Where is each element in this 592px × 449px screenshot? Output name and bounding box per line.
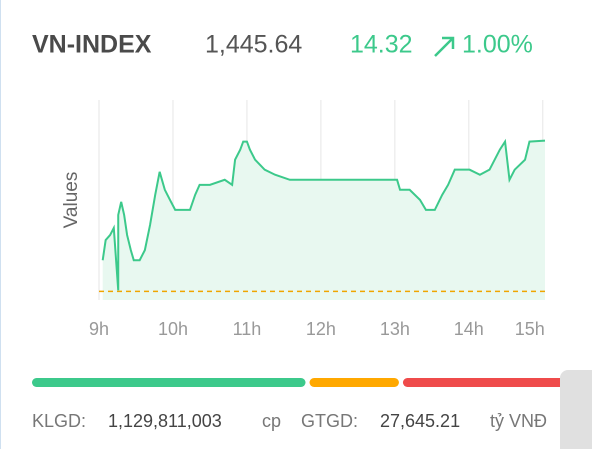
x-tick-label: 14h	[454, 319, 484, 339]
volume-label: KLGD:	[32, 411, 86, 431]
x-tick-label: 13h	[380, 319, 410, 339]
x-tick-label: 15h	[515, 319, 545, 339]
value-unit: tỷ VNĐ	[490, 411, 547, 431]
price-line	[101, 138, 546, 291]
x-tick-label: 12h	[306, 319, 336, 339]
symbol: VN-INDEX	[32, 31, 152, 59]
scroll-handle[interactable]	[560, 370, 592, 449]
x-tick-label: 11h	[233, 319, 262, 339]
breadth-segment	[32, 378, 306, 387]
change: 14.32	[350, 31, 413, 59]
volume-unit: cp	[262, 411, 281, 431]
breadth-segment	[402, 378, 566, 387]
value-label: GTGD:	[301, 411, 358, 431]
price: 1,445.64	[205, 31, 302, 59]
x-tick-label: 10h	[158, 319, 188, 339]
volume: 1,129,811,003	[108, 411, 222, 431]
y-axis-label: Values	[61, 172, 82, 229]
value: 27,645.21	[380, 411, 460, 431]
up-arrow	[434, 36, 455, 57]
breadth-segment	[309, 378, 399, 387]
x-tick-label: 9h	[89, 319, 109, 339]
area	[102, 140, 545, 300]
change-percent: 1.00%	[462, 31, 533, 59]
